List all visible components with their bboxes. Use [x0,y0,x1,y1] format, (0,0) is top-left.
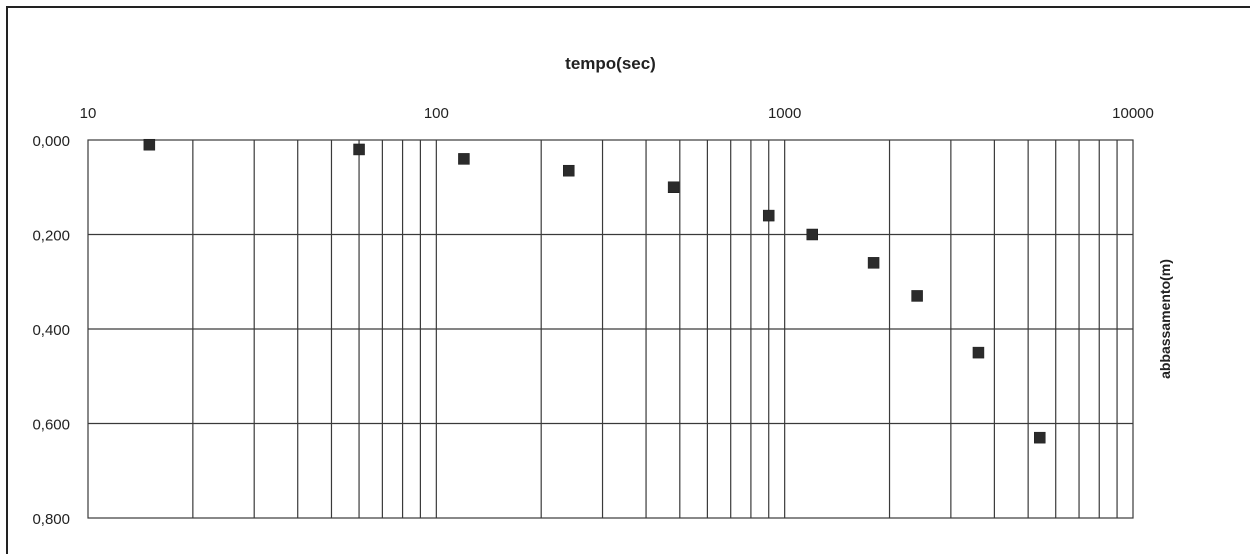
data-point-marker [762,209,775,222]
grid-layer [88,140,1133,518]
data-point-marker [1034,431,1046,444]
data-point-marker [563,164,575,177]
x-tick-label: 100 [424,105,449,122]
data-point-marker [806,228,818,241]
chart-frame [6,6,1250,554]
x-tick-label: 10 [80,105,97,122]
data-point-marker [143,138,156,151]
data-point-marker [353,143,365,156]
data-point-marker [867,257,880,269]
y-tick-label: 0,200 [32,228,70,245]
data-point-marker [458,153,470,165]
y-tick-label: 0,400 [32,322,70,339]
plot-area-border [87,139,1134,519]
x-axis-title: tempo(sec) [565,54,656,73]
y-axis-title: abbassamento(m) [1157,259,1173,379]
x-tick-label: 1000 [768,105,801,122]
x-tick-label: 10000 [1112,105,1154,122]
data-point-marker [911,290,923,302]
y-tick-label: 0,600 [32,417,70,434]
y-tick-label: 0,000 [32,133,70,150]
tick-labels: 10 100 1000 10000 0,000 0,200 0,400 0,600 0,800 [32,105,1153,528]
data-point-marker [972,346,985,359]
data-point-marker [667,181,680,193]
y-tick-label: 0,800 [32,511,70,528]
data-points [143,138,1046,444]
